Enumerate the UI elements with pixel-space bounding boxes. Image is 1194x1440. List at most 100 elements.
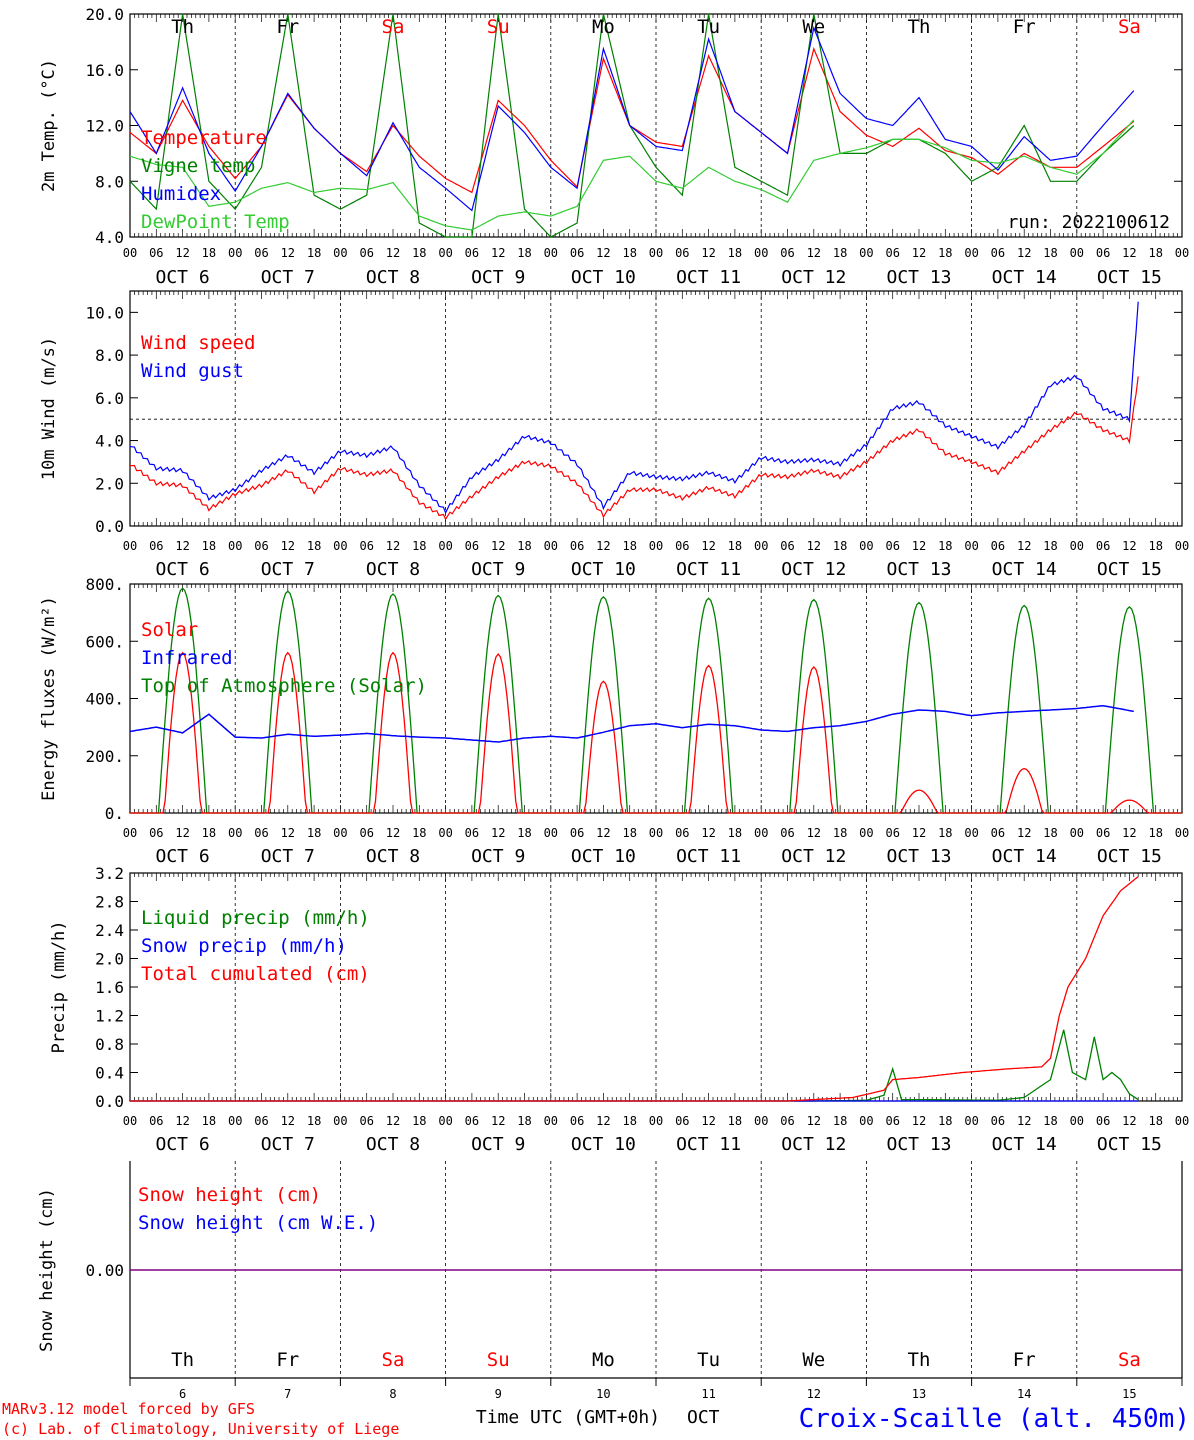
wind-hour-tick-label: 00 (964, 539, 978, 553)
wind-hour-tick-label: 06 (991, 539, 1005, 553)
precip-hour-tick-label: 06 (675, 1114, 689, 1128)
wind-hour-tick-label: 18 (412, 539, 426, 553)
precip-hour-tick-label: 06 (780, 1114, 794, 1128)
temp-day-of-week-label: Su (487, 16, 510, 38)
precip-hour-tick-label: 12 (701, 1114, 715, 1128)
temp-date-label: OCT 13 (886, 267, 951, 288)
temp-hour-tick-label: 06 (885, 246, 899, 260)
precip-y-tick-label: 0.0 (95, 1092, 124, 1111)
precip-hour-tick-label: 18 (517, 1114, 531, 1128)
flux-y-tick-label: 400. (85, 690, 124, 709)
flux-hour-tick-label: 00 (438, 826, 452, 840)
wind-hour-tick-label: 06 (359, 539, 373, 553)
temp-date-label: OCT 14 (992, 267, 1057, 288)
temp-hour-tick-label: 00 (438, 246, 452, 260)
temp-hour-tick-label: 00 (964, 246, 978, 260)
precip-hour-tick-label: 12 (491, 1114, 505, 1128)
wind-series-line (129, 376, 1139, 521)
wind-hour-tick-label: 18 (833, 539, 847, 553)
wind-y-tick-label: 0.0 (95, 517, 124, 536)
snow-day-number-label: 10 (596, 1387, 610, 1401)
flux-hour-tick-label: 18 (517, 826, 531, 840)
flux-y-tick-label: 0. (105, 804, 124, 823)
temp-legend-entry: Temperature (141, 127, 267, 149)
precip-hour-tick-label: 00 (438, 1114, 452, 1128)
precip-hour-tick-label: 18 (938, 1114, 952, 1128)
wind-date-label: OCT 15 (1097, 559, 1162, 580)
precip-hour-tick-label: 00 (1070, 1114, 1084, 1128)
precip-hour-tick-label: 06 (359, 1114, 373, 1128)
snow-day-of-week-label: Fr (1013, 1349, 1036, 1371)
wind-hour-tick-label: 18 (517, 539, 531, 553)
wind-hour-tick-label: 18 (307, 539, 321, 553)
precip-hour-tick-label: 00 (859, 1114, 873, 1128)
wind-hour-tick-label: 00 (333, 539, 347, 553)
precip-series-line (130, 876, 1139, 1102)
flux-legend-entry: Top of Atmosphere (Solar) (141, 675, 427, 697)
temp-hour-tick-label: 18 (622, 246, 636, 260)
wind-hour-tick-label: 06 (885, 539, 899, 553)
wind-date-label: OCT 12 (781, 559, 846, 580)
wind-hour-tick-label: 18 (1148, 539, 1162, 553)
wind-hour-tick-label: 18 (202, 539, 216, 553)
temp-hour-tick-label: 00 (1070, 246, 1084, 260)
flux-hour-tick-label: 12 (701, 826, 715, 840)
temp-legend-entry: DewPoint Temp (141, 211, 290, 233)
wind-hour-tick-label: 06 (675, 539, 689, 553)
temp-hour-tick-label: 12 (1122, 246, 1136, 260)
wind-hour-tick-label: 12 (491, 539, 505, 553)
temp-day-of-week-label: Th (908, 16, 931, 38)
flux-hour-tick-label: 12 (912, 826, 926, 840)
x-axis-label: Time UTC (GMT+0h) (476, 1407, 660, 1428)
temp-hour-tick-label: 18 (1043, 246, 1057, 260)
snow-legend-entry: Snow height (cm) (138, 1184, 321, 1206)
flux-hour-tick-label: 00 (544, 826, 558, 840)
flux-solar-line (130, 651, 1182, 814)
flux-hour-tick-label: 18 (1043, 826, 1057, 840)
flux-hour-tick-label: 06 (570, 826, 584, 840)
precip-y-tick-label: 2.0 (95, 950, 124, 969)
flux-hour-tick-label: 06 (780, 826, 794, 840)
wind-date-label: OCT 14 (992, 559, 1057, 580)
wind-hour-tick-label: 12 (1122, 539, 1136, 553)
wind-legend-entry: Wind speed (141, 332, 255, 354)
precip-hour-tick-label: 12 (175, 1114, 189, 1128)
precip-hour-tick-label: 00 (123, 1114, 137, 1128)
flux-date-label: OCT 6 (156, 846, 210, 867)
flux-date-label: OCT 14 (992, 846, 1057, 867)
precip-hour-tick-label: 00 (544, 1114, 558, 1128)
snow-day-number-label: 13 (912, 1387, 926, 1401)
precip-date-label: OCT 14 (992, 1134, 1057, 1155)
temp-y-tick-label: 4.0 (95, 228, 124, 247)
station-label: Croix-Scaille (alt. 450m) (799, 1404, 1190, 1434)
wind-hour-tick-label: 18 (728, 539, 742, 553)
precip-hour-tick-label: 06 (1096, 1114, 1110, 1128)
flux-infrared-line (129, 704, 1134, 743)
wind-hour-tick-label: 06 (570, 539, 584, 553)
wind-hour-tick-label: 18 (938, 539, 952, 553)
wind-y-tick-label: 10.0 (85, 303, 124, 322)
wind-hour-tick-label: 00 (1175, 539, 1189, 553)
precip-y-axis-label: Precip (mm/h) (49, 920, 69, 1053)
wind-hour-tick-label: 06 (1096, 539, 1110, 553)
wind-hour-tick-label: 00 (228, 539, 242, 553)
flux-hour-tick-label: 18 (938, 826, 952, 840)
temp-date-label: OCT 9 (471, 267, 525, 288)
flux-hour-tick-label: 12 (175, 826, 189, 840)
snow-day-number-label: 14 (1017, 1387, 1031, 1401)
temp-hour-tick-label: 00 (544, 246, 558, 260)
snow-day-number-label: 11 (701, 1387, 715, 1401)
snow-day-of-week-label: Sa (1118, 1349, 1141, 1371)
precip-y-tick-label: 1.2 (95, 1007, 124, 1026)
flux-hour-tick-label: 06 (1096, 826, 1110, 840)
wind-hour-tick-label: 00 (1070, 539, 1084, 553)
flux-hour-tick-label: 00 (1175, 826, 1189, 840)
temp-hour-tick-label: 18 (728, 246, 742, 260)
precip-hour-tick-label: 00 (1175, 1114, 1189, 1128)
precip-hour-tick-label: 18 (1043, 1114, 1057, 1128)
flux-hour-tick-label: 06 (991, 826, 1005, 840)
flux-hour-tick-label: 12 (1122, 826, 1136, 840)
wind-hour-tick-label: 12 (701, 539, 715, 553)
flux-hour-tick-label: 00 (1070, 826, 1084, 840)
precip-date-label: OCT 6 (156, 1134, 210, 1155)
